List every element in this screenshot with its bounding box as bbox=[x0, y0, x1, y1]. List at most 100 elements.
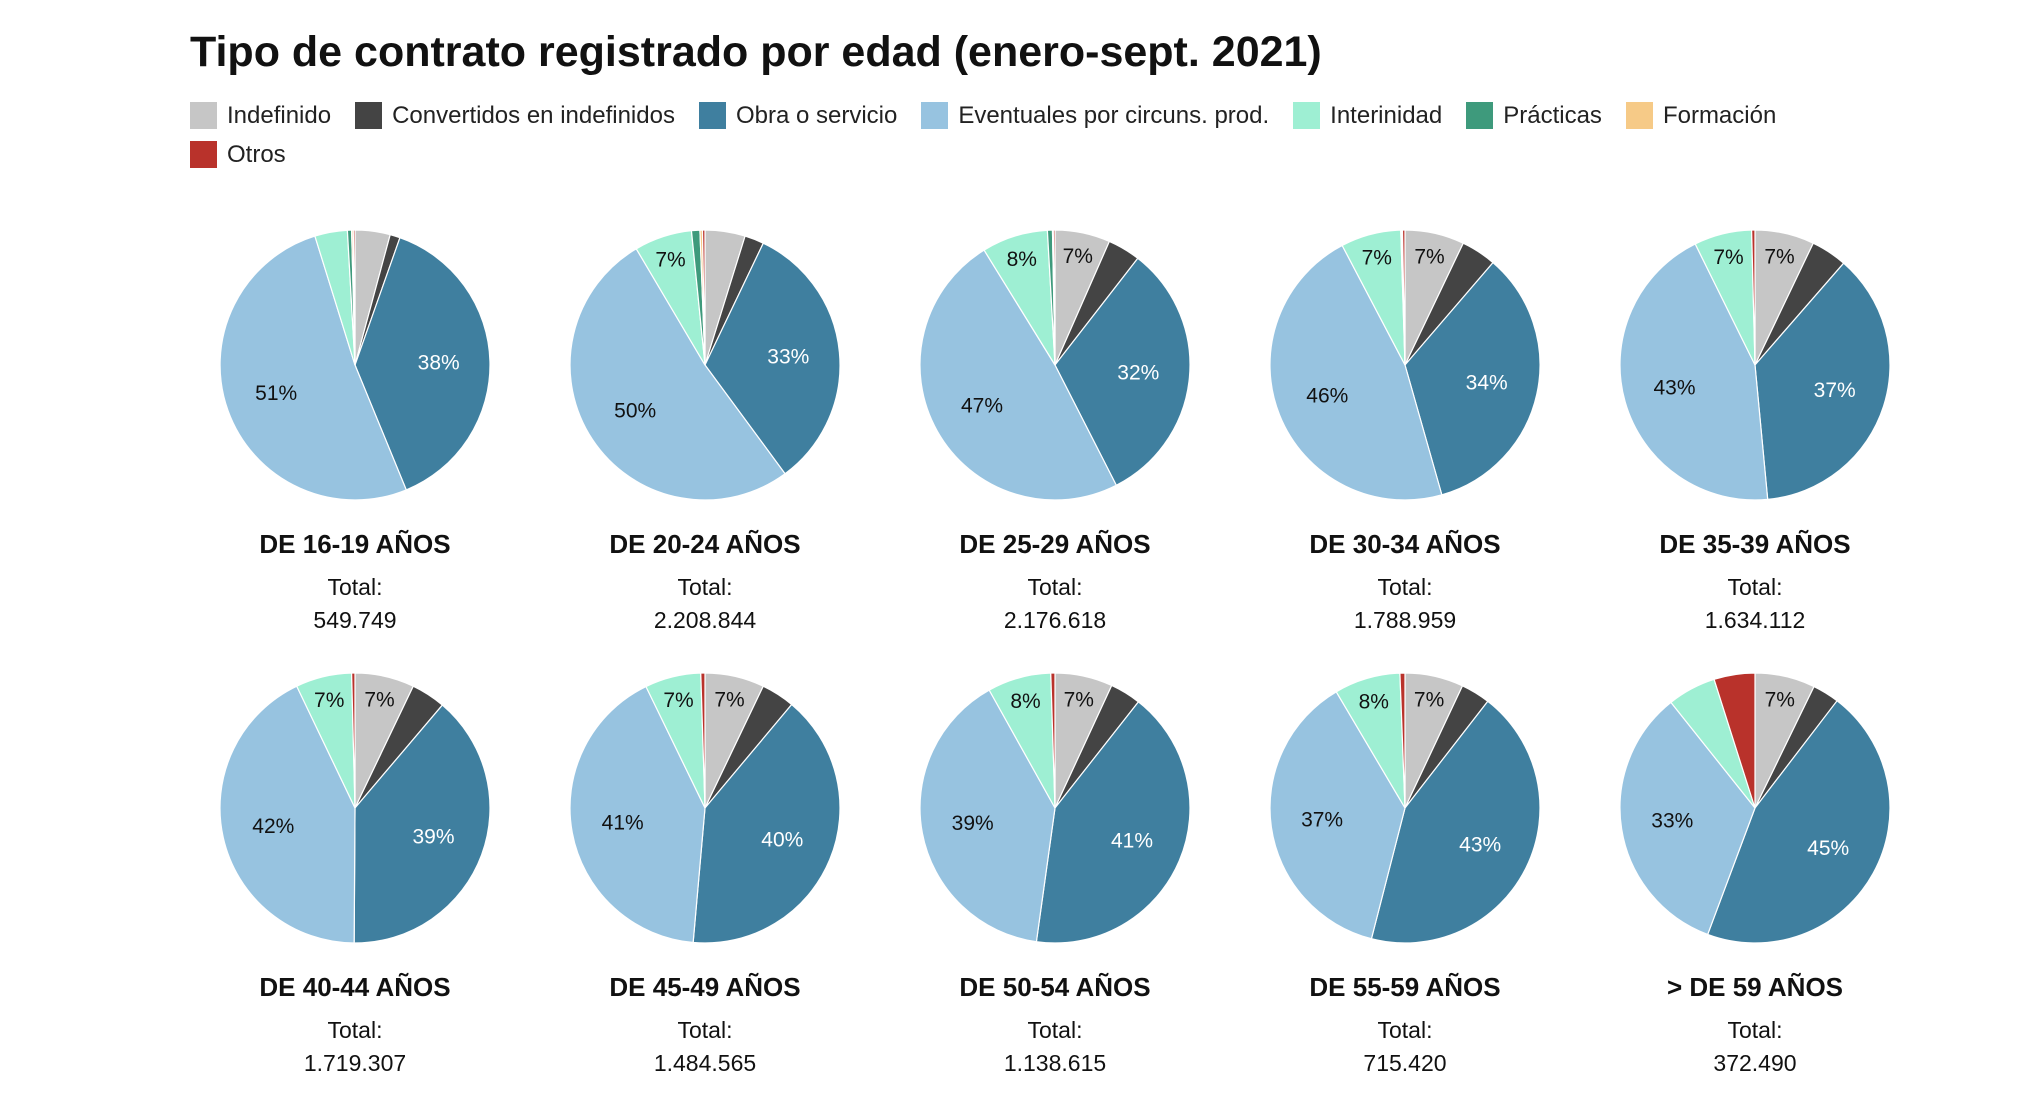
pie-slice-eventuales-por-circuns-prod bbox=[1269, 244, 1443, 501]
pie-title: DE 25-29 AÑOS bbox=[959, 529, 1150, 559]
legend-swatch bbox=[1466, 102, 1494, 129]
pie-chart: 7% 43% 37% 8% DE 55-59 AÑOS Total: 715.420 bbox=[1269, 672, 1541, 1076]
legend-item-obra-o-servicio: Obra o servicio bbox=[698, 101, 898, 129]
pie-title: DE 30-34 AÑOS bbox=[1309, 529, 1500, 559]
pie-title: DE 35-39 AÑOS bbox=[1659, 529, 1850, 559]
pie-chart: 7% 45% 33% > DE 59 AÑOS Total: 372.490 bbox=[1619, 672, 1891, 1076]
legend-swatch bbox=[1293, 102, 1321, 129]
legend-swatch bbox=[1625, 102, 1653, 129]
pie-slice-eventuales-por-circuns-prod bbox=[1269, 690, 1406, 940]
total-value: 1.634.112 bbox=[1705, 607, 1806, 633]
pie-slice-eventuales-por-circuns-prod bbox=[919, 689, 1056, 943]
pie-slice-obra-o-servicio bbox=[1054, 257, 1191, 487]
pie-chart: 7% 40% 41% 7% DE 45-49 AÑOS Total: 1.484.565 bbox=[569, 672, 841, 1076]
slice-data-label: 7% bbox=[655, 248, 685, 271]
chart-title: Tipo de contrato registrado por edad (en… bbox=[190, 28, 1322, 76]
total-label: Total: bbox=[678, 1017, 733, 1043]
pie-slice-otros bbox=[700, 672, 706, 809]
pie-slice-otros bbox=[1750, 229, 1756, 366]
total-label: Total: bbox=[1378, 1017, 1433, 1043]
slice-data-label: 42% bbox=[252, 815, 294, 838]
legend-swatch bbox=[190, 141, 217, 168]
total-value: 2.176.618 bbox=[1004, 607, 1106, 633]
pie-slice-obra-o-servicio bbox=[1706, 699, 1891, 944]
slice-data-label: 41% bbox=[1111, 829, 1153, 852]
slice-data-label: 7% bbox=[663, 689, 693, 712]
total-value: 2.208.844 bbox=[654, 607, 757, 633]
legend-item-indefinido: Indefinido bbox=[190, 102, 331, 129]
slice-data-label: 7% bbox=[1414, 689, 1444, 712]
total-label: Total: bbox=[1728, 574, 1783, 600]
pie-slice-obra-o-servicio bbox=[1404, 261, 1541, 496]
pie-slice-otros bbox=[1713, 672, 1756, 809]
pie-slice-otros bbox=[1052, 229, 1056, 366]
slice-data-label: 8% bbox=[1007, 248, 1037, 271]
slice-data-label: 47% bbox=[961, 395, 1003, 418]
pie-slice-otros bbox=[1399, 672, 1406, 809]
pie-slice-eventuales-por-circuns-prod bbox=[219, 685, 356, 944]
pie-slice-obra-o-servicio bbox=[1754, 262, 1891, 501]
pie-slice-otros bbox=[352, 229, 356, 366]
pie-slice-obra-o-servicio bbox=[704, 242, 841, 475]
slice-data-label: 39% bbox=[952, 812, 994, 835]
slice-data-label: 38% bbox=[418, 351, 460, 374]
slice-data-label: 32% bbox=[1117, 361, 1159, 384]
total-value: 549.749 bbox=[313, 607, 396, 633]
total-label: Total: bbox=[328, 1017, 383, 1043]
legend-item-pr-cticas: Prácticas bbox=[1466, 102, 1602, 129]
total-label: Total: bbox=[678, 574, 733, 600]
total-label: Total: bbox=[1028, 1017, 1083, 1043]
slice-data-label: 45% bbox=[1807, 837, 1849, 860]
pie-slice-eventuales-por-circuns-prod bbox=[919, 249, 1118, 501]
pie-slice-eventuales-por-circuns-prod bbox=[1619, 243, 1769, 501]
slice-data-label: 7% bbox=[1764, 246, 1794, 269]
pie-chart: 7% 32% 47% 8% DE 25-29 AÑOS Total: 2.176.618 bbox=[919, 229, 1191, 633]
legend: Indefinido Convertidos en indefinidos Obra… bbox=[190, 102, 1890, 168]
pie-slice-eventuales-por-circuns-prod bbox=[569, 247, 786, 501]
slice-data-label: 7% bbox=[1064, 688, 1094, 711]
legend-label: Interinidad bbox=[1330, 101, 1443, 129]
slice-data-label: 41% bbox=[602, 812, 644, 835]
slice-data-label: 46% bbox=[1306, 385, 1348, 408]
legend-item-interinidad: Interinidad bbox=[1293, 102, 1442, 129]
slice-data-label: 43% bbox=[1459, 833, 1501, 856]
total-value: 1.788.959 bbox=[1354, 607, 1456, 633]
legend-label: Eventuales por circuns. prod. bbox=[958, 101, 1270, 129]
total-value: 372.490 bbox=[1713, 1050, 1796, 1076]
pie-chart: 7% 37% 43% 7% DE 35-39 AÑOS Total: 1.634.112 bbox=[1619, 229, 1891, 633]
slice-data-label: 39% bbox=[412, 826, 454, 849]
pie-title: DE 20-24 AÑOS bbox=[609, 529, 800, 559]
pie-chart: 7% 34% 46% 7% DE 30-34 AÑOS Total: 1.788.959 bbox=[1269, 229, 1541, 633]
pie-chart: 7% 41% 39% 8% DE 50-54 AÑOS Total: 1.138.615 bbox=[919, 672, 1191, 1076]
legend-swatch bbox=[355, 102, 383, 129]
pie-slice-obra-o-servicio bbox=[692, 703, 841, 944]
pie-slice-otros bbox=[1401, 229, 1406, 366]
pie-title: DE 16-19 AÑOS bbox=[259, 529, 450, 559]
legend-item-convertidos-en-indefinidos: Convertidos en indefinidos bbox=[355, 102, 675, 129]
slice-data-label: 7% bbox=[364, 689, 394, 712]
slice-data-label: 7% bbox=[1713, 246, 1743, 269]
slice-data-label: 7% bbox=[1414, 246, 1444, 269]
pie-slice-otros bbox=[350, 672, 356, 809]
legend-swatch bbox=[698, 102, 726, 129]
pie-chart: 33% 50% 7% DE 20-24 AÑOS Total: 2.208.844 bbox=[569, 229, 841, 633]
slice-data-label: 7% bbox=[714, 689, 744, 712]
legend-label: Indefinido bbox=[227, 101, 332, 129]
slice-data-label: 8% bbox=[1359, 690, 1389, 713]
pie-slice-obra-o-servicio bbox=[1035, 701, 1191, 944]
pie-slice-obra-o-servicio bbox=[353, 704, 491, 944]
slice-data-label: 40% bbox=[761, 829, 803, 852]
pie-title: > DE 59 AÑOS bbox=[1667, 972, 1843, 1002]
legend-label: Obra o servicio bbox=[735, 101, 898, 129]
pie-slice-eventuales-por-circuns-prod bbox=[1619, 701, 1756, 936]
slice-data-label: 7% bbox=[1362, 247, 1392, 270]
total-label: Total: bbox=[1728, 1017, 1783, 1043]
slice-data-label: 7% bbox=[1063, 245, 1093, 268]
slice-data-label: 37% bbox=[1814, 379, 1856, 402]
legend-label: Convertidos en indefinidos bbox=[392, 101, 675, 129]
legend-swatch bbox=[921, 102, 949, 129]
legend-item-formaci-n: Formación bbox=[1625, 102, 1776, 129]
pie-title: DE 50-54 AÑOS bbox=[959, 972, 1150, 1002]
pie-chart: 38% 51% DE 16-19 AÑOS Total: 549.749 bbox=[219, 229, 491, 633]
